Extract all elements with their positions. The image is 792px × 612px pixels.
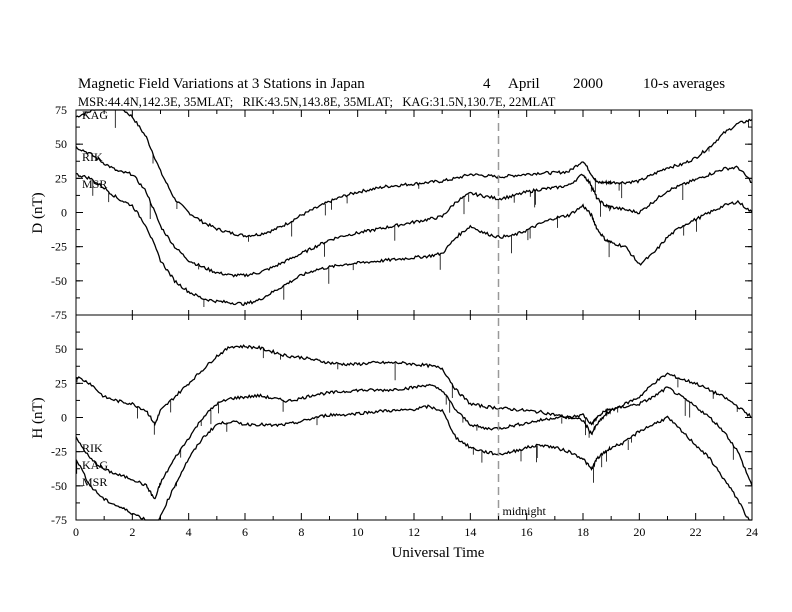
panel-1-ytick-label: -50 [51, 479, 67, 493]
panel-h-ylabel: H (nT) [30, 397, 46, 438]
series-line-rik [75, 344, 753, 436]
x-tick-label: 22 [690, 525, 702, 539]
panel-h: H (nT) 50 25 0 -25 -50 -75 RIK KAG MSR [30, 314, 753, 527]
x-tick-label: 12 [408, 525, 420, 539]
x-tick-label: 0 [73, 525, 79, 539]
panel-1-ytick-label: 25 [55, 376, 67, 390]
series-line-kag [75, 383, 753, 500]
series-line-rik [75, 145, 752, 278]
panel-0-ytick-label: 75 [55, 103, 67, 117]
x-tick-label: 18 [577, 525, 589, 539]
panel-1-ytick-label: 50 [55, 342, 67, 356]
x-tick-label: 2 [129, 525, 135, 539]
station-label-kag: KAG [82, 458, 108, 472]
panel-h-frame [75, 314, 753, 521]
panel-0-ytick-label: 0 [61, 206, 67, 220]
chart-subtitle: MSR:44.4N,142.3E, 35MLAT; RIK:43.5N,143.… [78, 95, 556, 109]
midnight-label: midnight [503, 504, 547, 518]
series-line-msr [75, 172, 753, 307]
x-tick-label: 4 [186, 525, 192, 539]
x-axis-title: Universal Time [392, 545, 485, 561]
chart-title-month: April [508, 76, 540, 92]
series-line-kag [75, 109, 753, 238]
x-tick-label: 24 [746, 525, 758, 539]
panel-d-ylabel: D (nT) [30, 192, 46, 233]
panel-0-ytick-label: -25 [51, 240, 67, 254]
x-tick-label: 20 [633, 525, 645, 539]
chart-title-day: 4 [483, 76, 491, 92]
chart-title: Magnetic Field Variations at 3 Stations … [78, 76, 365, 92]
station-label-rik: RIK [82, 150, 103, 164]
panel-1-ytick-label: -25 [51, 445, 67, 459]
x-tick-label: 16 [521, 525, 533, 539]
panel-0-ytick-label: -50 [51, 274, 67, 288]
panel-0-ytick-label: 25 [55, 171, 67, 185]
chart-title-averaging: 10-s averages [643, 76, 725, 92]
station-label-msr: MSR [82, 475, 107, 489]
x-tick-label: 6 [242, 525, 248, 539]
station-label-rik: RIK [82, 441, 103, 455]
station-label-msr: MSR [82, 177, 107, 191]
chart-title-year: 2000 [573, 76, 603, 92]
panel-0-ytick-label: -75 [51, 308, 67, 322]
panel-1-ytick-label: -75 [51, 513, 67, 527]
station-label-kag: KAG [82, 108, 108, 122]
panel-1-ytick-label: 0 [61, 411, 67, 425]
x-tick-label: 14 [464, 525, 476, 539]
panel-d: D (nT) 75 50 25 0 -25 -50 -75 KAG RIK MSR [30, 103, 753, 322]
panel-0-ytick-label: 50 [55, 137, 67, 151]
series-line-msr [75, 404, 752, 521]
x-tick-label: 10 [352, 525, 364, 539]
x-tick-label: 8 [298, 525, 304, 539]
